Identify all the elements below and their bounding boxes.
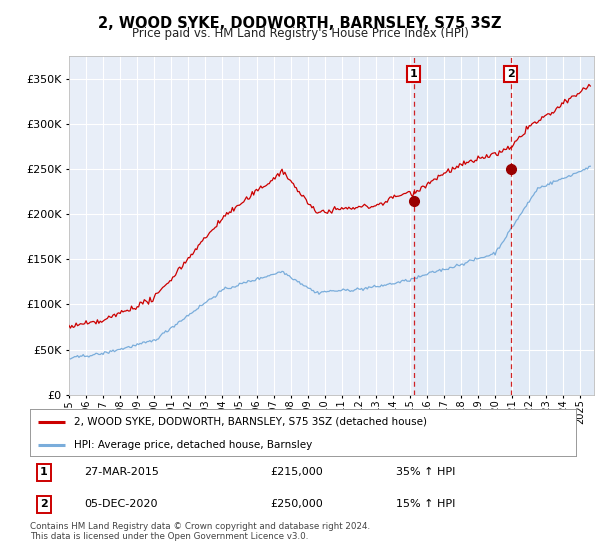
Text: Price paid vs. HM Land Registry's House Price Index (HPI): Price paid vs. HM Land Registry's House … — [131, 27, 469, 40]
Text: 35% ↑ HPI: 35% ↑ HPI — [396, 468, 455, 478]
Text: 2, WOOD SYKE, DODWORTH, BARNSLEY, S75 3SZ (detached house): 2, WOOD SYKE, DODWORTH, BARNSLEY, S75 3S… — [74, 417, 427, 427]
Text: 15% ↑ HPI: 15% ↑ HPI — [396, 500, 455, 510]
Text: 2: 2 — [507, 69, 515, 79]
Text: 27-MAR-2015: 27-MAR-2015 — [85, 468, 160, 478]
Text: 2, WOOD SYKE, DODWORTH, BARNSLEY, S75 3SZ: 2, WOOD SYKE, DODWORTH, BARNSLEY, S75 3S… — [98, 16, 502, 31]
Text: HPI: Average price, detached house, Barnsley: HPI: Average price, detached house, Barn… — [74, 440, 312, 450]
Text: 05-DEC-2020: 05-DEC-2020 — [85, 500, 158, 510]
Text: 1: 1 — [40, 468, 47, 478]
Bar — [413, 56, 594, 395]
Text: Contains HM Land Registry data © Crown copyright and database right 2024.
This d: Contains HM Land Registry data © Crown c… — [30, 522, 370, 542]
Text: 2: 2 — [40, 500, 47, 510]
Text: 1: 1 — [410, 69, 418, 79]
Text: £250,000: £250,000 — [270, 500, 323, 510]
Text: £215,000: £215,000 — [270, 468, 323, 478]
